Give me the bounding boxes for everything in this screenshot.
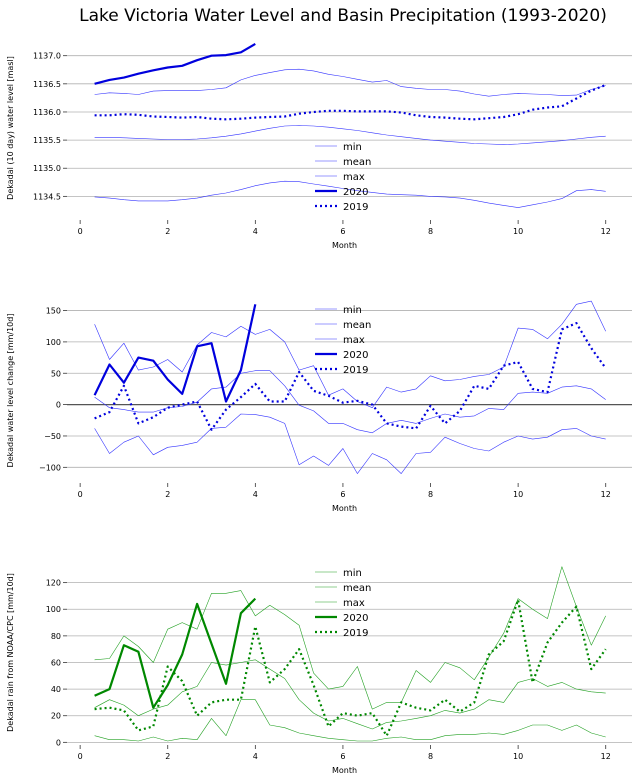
level-y-tick-label: 1135.0: [33, 164, 61, 173]
change-legend-label-2020: 2020: [343, 350, 368, 361]
change-x-tick-label: 8: [428, 490, 433, 499]
rain-series-2019: [94, 598, 607, 737]
change-x-tick-label: 10: [513, 490, 523, 499]
change-x-tick-label: 0: [78, 490, 83, 499]
rain-y-tick-label: 0: [56, 738, 61, 747]
rain-x-tick-label: 2: [165, 752, 170, 761]
change-x-tick-label: 4: [253, 490, 258, 499]
change-y-tick-label: 100: [46, 338, 61, 347]
level-legend-label-min: min: [343, 142, 362, 153]
change-y-tick-label: 0: [56, 401, 61, 410]
level-y-tick-label: 1134.5: [33, 192, 61, 201]
rain-y-tick-label: 20: [51, 712, 61, 721]
level-legend-label-2020: 2020: [343, 187, 368, 198]
change-y-tick-label: 50: [51, 369, 61, 378]
change-series-2020: [93, 304, 257, 403]
rain-x-axis-label: Month: [332, 766, 357, 775]
level-legend-label-max: max: [343, 172, 365, 183]
rain-legend-label-max: max: [343, 598, 365, 609]
rain-x-tick-label: 12: [601, 752, 611, 761]
level-y-tick-label: 1135.5: [33, 136, 61, 145]
change-y-tick-label: 150: [46, 307, 61, 316]
rain-series-max: [94, 566, 606, 710]
change-x-tick-label: 2: [165, 490, 170, 499]
level-x-axis-label: Month: [332, 241, 357, 250]
change-x-axis-label: Month: [332, 504, 357, 513]
rain-legend-label-2019: 2019: [343, 628, 368, 639]
rain-legend-label-min: min: [343, 568, 362, 579]
level-x-tick-label: 6: [340, 227, 345, 236]
change-legend-label-min: min: [343, 305, 362, 316]
level-x-tick-label: 4: [253, 227, 258, 236]
rain-x-tick-label: 0: [78, 752, 83, 761]
change-y-tick-label: −50: [44, 432, 61, 441]
change-series-mean: [94, 370, 606, 434]
rain-legend-label-2020: 2020: [343, 613, 368, 624]
rain-y-tick-label: 120: [46, 579, 61, 588]
level-y-tick-label: 1136.0: [33, 108, 61, 117]
rain-x-tick-label: 6: [340, 752, 345, 761]
change-y-axis-label: Dekadal water level change [mm/10d]: [6, 314, 15, 468]
level-y-tick-label: 1136.5: [33, 80, 61, 89]
level-x-tick-label: 2: [165, 227, 170, 236]
change-x-tick-label: 6: [340, 490, 345, 499]
change-series-2019: [94, 322, 607, 431]
level-x-tick-label: 10: [513, 227, 523, 236]
change-legend-label-2019: 2019: [343, 365, 368, 376]
level-series-mean: [94, 125, 606, 145]
level-series-2020: [94, 42, 256, 85]
level-series-2019: [94, 83, 607, 121]
level-x-tick-label: 0: [78, 227, 83, 236]
level-legend-label-2019: 2019: [343, 202, 368, 213]
rain-series-mean: [94, 659, 606, 730]
figure-title: Lake Victoria Water Level and Basin Prec…: [79, 6, 607, 26]
level-legend-label-mean: mean: [343, 157, 371, 168]
rain-series-2020: [94, 597, 257, 709]
rain-y-tick-label: 100: [46, 605, 61, 614]
level-x-tick-label: 12: [601, 227, 611, 236]
change-legend-label-mean: mean: [343, 320, 371, 331]
change-series-min: [94, 413, 606, 474]
rain-y-axis-label: Dekadal rain from NOAA/CPC [mm/10d]: [6, 573, 15, 732]
change-series-max: [94, 300, 606, 409]
rain-series-min: [94, 699, 606, 742]
rain-y-tick-label: 60: [51, 658, 61, 667]
level-x-tick-label: 8: [428, 227, 433, 236]
rain-legend-label-mean: mean: [343, 583, 371, 594]
rain-x-tick-label: 8: [428, 752, 433, 761]
level-series-min: [94, 180, 606, 208]
rain-x-tick-label: 4: [253, 752, 258, 761]
rain-y-tick-label: 80: [51, 632, 61, 641]
change-legend-label-max: max: [343, 335, 365, 346]
level-series-max: [94, 68, 606, 97]
rain-x-tick-label: 10: [513, 752, 523, 761]
change-x-tick-label: 12: [601, 490, 611, 499]
change-y-tick-label: −100: [39, 463, 61, 472]
level-y-axis-label: Dekadal (10 day) water level [masl]: [6, 56, 15, 200]
level-y-tick-label: 1137.0: [33, 52, 61, 61]
rain-y-tick-label: 40: [51, 685, 61, 694]
